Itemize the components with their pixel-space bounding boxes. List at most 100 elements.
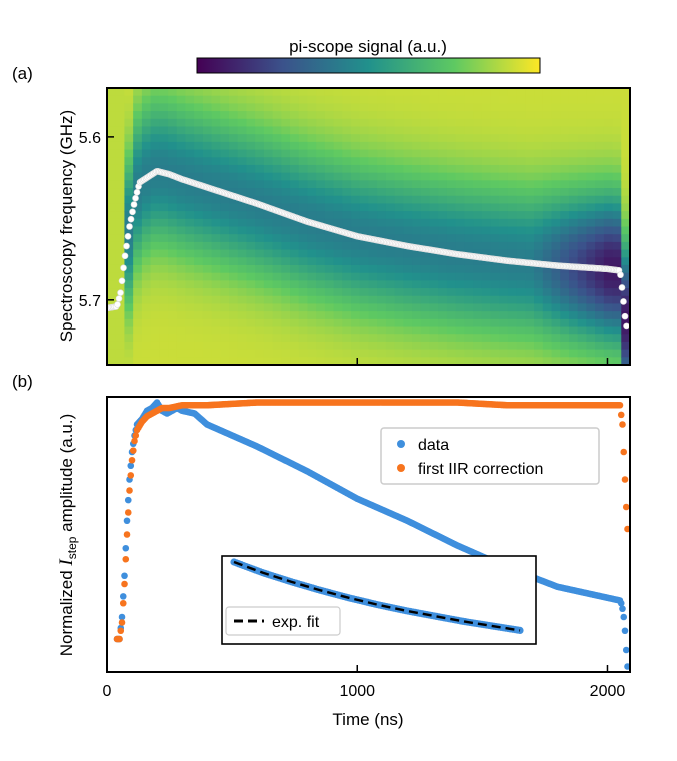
heatmap-cell <box>403 203 413 212</box>
heatmap-cell <box>159 218 169 228</box>
heatmap-cell <box>333 249 343 258</box>
heatmap-cell <box>290 103 300 112</box>
heatmap-cell <box>168 341 178 351</box>
heatmap-cell <box>507 164 518 174</box>
heatmap-cell <box>507 141 518 151</box>
heatmap-cell <box>263 188 274 197</box>
heatmap-cell <box>159 349 169 358</box>
heatmap-cell <box>577 134 588 143</box>
overlay-point <box>133 188 141 196</box>
heatmap-cell <box>542 357 553 365</box>
heatmap-cell <box>429 349 439 358</box>
heatmap-cell <box>560 172 570 181</box>
heatmap-cell <box>534 95 544 104</box>
heatmap-cell <box>211 203 221 212</box>
heatmap-cell <box>621 211 630 220</box>
heatmap-cell <box>141 272 152 281</box>
heatmap-cell <box>351 349 361 358</box>
heatmap-cell <box>368 218 378 228</box>
heatmap-cell <box>176 249 187 258</box>
heatmap-cell <box>220 126 230 135</box>
heatmap-cell <box>438 103 448 112</box>
heatmap-cell <box>490 234 500 243</box>
heatmap-cell <box>202 272 213 281</box>
heatmap-cell <box>438 272 448 281</box>
heatmap-cell <box>438 264 448 274</box>
heatmap-cell <box>429 288 439 297</box>
heatmap-cell <box>263 280 274 289</box>
heatmap-cell <box>272 272 282 281</box>
heatmap-cell <box>124 288 134 297</box>
heatmap-cell <box>534 149 544 158</box>
heatmap-cell <box>351 288 361 297</box>
heatmap-cell <box>385 164 396 174</box>
heatmap-cell <box>141 334 152 343</box>
heatmap-cell <box>621 103 630 112</box>
heatmap-cell <box>246 272 256 281</box>
heatmap-cell <box>333 272 343 281</box>
heatmap-cell <box>455 180 465 189</box>
heatmap-cell <box>351 318 361 328</box>
heatmap-cell <box>412 326 422 335</box>
heatmap-cell <box>194 157 204 166</box>
heatmap-cell <box>525 264 535 274</box>
heatmap-cell <box>490 349 500 358</box>
iir-point <box>128 456 136 464</box>
heatmap-cell <box>229 303 239 312</box>
heatmap-cell <box>507 211 518 220</box>
heatmap-cell <box>229 195 239 205</box>
heatmap-cell <box>229 288 239 297</box>
heatmap-cell <box>420 88 431 97</box>
heatmap-cell <box>612 241 622 251</box>
heatmap-cell <box>229 88 239 97</box>
heatmap-cell <box>525 141 535 151</box>
heatmap-cell <box>481 249 492 258</box>
heatmap-cell <box>342 272 352 281</box>
heatmap-cell <box>612 234 622 243</box>
heatmap-cell <box>307 211 317 220</box>
heatmap-cell <box>499 318 509 328</box>
heatmap-cell <box>525 188 535 197</box>
heatmap-cell <box>534 234 544 243</box>
heatmap-cell <box>194 218 204 228</box>
heatmap-cell <box>368 195 378 205</box>
heatmap-cell <box>107 311 117 320</box>
heatmap-cell <box>560 149 570 158</box>
legend: data first IIR correction <box>380 427 600 485</box>
heatmap-cell <box>577 288 588 297</box>
heatmap-cell <box>307 295 317 305</box>
heatmap-cell <box>560 226 570 235</box>
heatmap-cell <box>220 88 230 97</box>
heatmap-cell <box>263 126 274 135</box>
heatmap-cell <box>124 272 134 281</box>
overlay-point <box>129 208 136 216</box>
heatmap-cell <box>516 211 526 220</box>
heatmap-cell <box>551 172 561 181</box>
heatmap-cell <box>237 280 248 289</box>
heatmap-cell <box>507 103 518 112</box>
heatmap-cell <box>394 288 404 297</box>
heatmap-cell <box>534 134 544 143</box>
heatmap-cell <box>324 288 335 297</box>
heatmap-cell <box>412 188 422 197</box>
heatmap-cell <box>507 226 518 235</box>
heatmap-cell <box>272 211 282 220</box>
heatmap-cell <box>246 103 256 112</box>
heatmap-cell <box>124 134 134 143</box>
heatmap-cell <box>446 111 457 120</box>
heatmap-cell <box>307 164 317 174</box>
heatmap-cell <box>516 134 526 143</box>
heatmap-cell <box>333 134 343 143</box>
heatmap-cell <box>551 295 561 305</box>
heatmap-cell <box>220 134 230 143</box>
heatmap-cell <box>342 288 352 297</box>
heatmap-cell <box>255 103 265 112</box>
heatmap-cell <box>516 264 526 274</box>
heatmap-cell <box>621 341 630 351</box>
heatmap-cell <box>202 318 213 328</box>
heatmap-cell <box>351 164 361 174</box>
heatmap-cell <box>333 257 343 266</box>
heatmap-cell <box>595 280 605 289</box>
heatmap-cell <box>202 95 213 104</box>
heatmap-cell <box>324 134 335 143</box>
